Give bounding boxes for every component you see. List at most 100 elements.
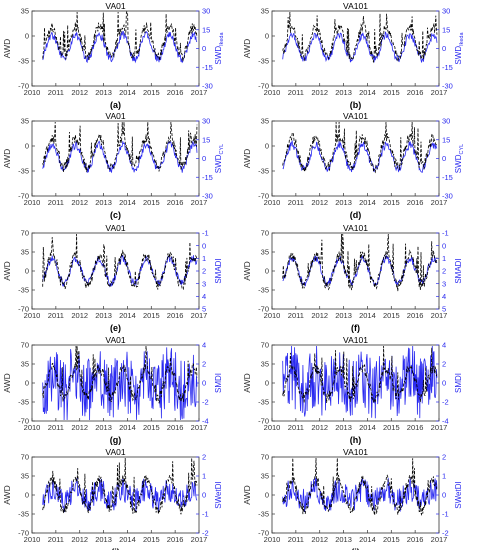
x-tick-label: 2017 [431, 423, 448, 432]
left-tick-label: 0 [265, 491, 269, 500]
index-series-line [282, 31, 438, 63]
panel-title: VA101 [343, 1, 368, 11]
x-tick-label: 2013 [95, 423, 112, 432]
x-tick-label: 2014 [119, 311, 136, 320]
x-tick-label: 2010 [264, 535, 281, 544]
x-tick-label: 2010 [24, 198, 41, 207]
left-tick-label: 35 [21, 248, 29, 257]
left-axis-label: AWD [242, 149, 252, 169]
x-tick-label: 2011 [288, 423, 304, 432]
left-tick-label: 0 [265, 32, 269, 41]
right-tick-label: -1 [202, 510, 209, 519]
x-tick-label: 2012 [71, 311, 88, 320]
right-axis-label: SWDIkeda [454, 32, 465, 65]
right-tick-label: 4 [202, 341, 206, 350]
x-tick-label: 2017 [431, 535, 448, 544]
left-tick-label: -70 [18, 305, 29, 314]
right-tick-label: 0 [442, 44, 446, 53]
index-series-line [42, 477, 198, 513]
x-tick-label: 2017 [191, 535, 208, 544]
x-tick-label: 2013 [335, 198, 352, 207]
left-tick-label: 35 [21, 360, 29, 369]
left-tick-label: 70 [261, 453, 269, 462]
left-tick-label: 0 [25, 267, 29, 276]
panel-e: 70 35 0 -35 -70 AWD -1 0 1 2 3 4 5 SMADI 2010 2011 2012 2… [2, 223, 223, 333]
right-tick-label: 0 [442, 491, 446, 500]
left-tick-label: -70 [18, 529, 29, 538]
right-tick-label: -2 [202, 398, 209, 407]
left-tick-label: -35 [258, 286, 269, 295]
right-tick-label: -1 [202, 229, 209, 238]
x-tick-label: 2015 [383, 198, 400, 207]
left-axis-label: AWD [2, 261, 12, 281]
x-tick-label: 2016 [407, 311, 424, 320]
awd-series-line [282, 121, 438, 174]
left-tick-label: -35 [258, 398, 269, 407]
x-tick-label: 2017 [191, 423, 208, 432]
x-tick-label: 2016 [407, 198, 424, 207]
right-tick-label: 4 [442, 341, 446, 350]
left-tick-label: -35 [18, 510, 29, 519]
left-tick-label: 70 [261, 229, 269, 238]
x-tick-label: 2010 [264, 311, 281, 320]
x-tick-label: 2014 [119, 535, 136, 544]
x-tick-label: 2015 [383, 88, 400, 97]
x-tick-label: 2012 [311, 88, 328, 97]
panel-title: VA01 [105, 223, 125, 233]
x-tick-label: 2013 [335, 88, 352, 97]
x-tick-label: 2016 [167, 88, 184, 97]
right-tick-label: -2 [442, 529, 449, 538]
left-tick-label: -35 [258, 167, 269, 176]
left-tick-label: 35 [261, 7, 269, 16]
left-axis-label: AWD [242, 39, 252, 59]
x-tick-label: 2014 [359, 311, 376, 320]
x-tick-label: 2016 [407, 535, 424, 544]
panel-label: (c) [110, 210, 121, 220]
left-tick-label: -35 [18, 167, 29, 176]
right-tick-label: 30 [442, 7, 450, 16]
panel-title: VA01 [105, 447, 125, 457]
panel-g: 70 35 0 -35 -70 AWD 4 2 0 -2 -4 SMDI 2010 2011 2012 201… [2, 335, 223, 445]
x-tick-label: 2013 [95, 198, 112, 207]
x-tick-label: 2013 [95, 88, 112, 97]
x-tick-label: 2015 [143, 535, 160, 544]
x-tick-label: 2017 [191, 198, 208, 207]
x-tick-label: 2010 [24, 535, 41, 544]
right-tick-label: 3 [202, 279, 206, 288]
left-tick-label: -35 [18, 57, 29, 66]
left-axis-label: AWD [242, 373, 252, 393]
x-tick-label: 2011 [288, 198, 304, 207]
left-tick-label: -70 [258, 417, 269, 426]
awd-series-line [282, 457, 438, 516]
panel-a: 35 0 -35 -70 AWD 30 15 0 -15 -30 SWDIkeda 2010 2011 2… [2, 1, 225, 110]
panel-c: 35 0 -35 -70 AWD 30 15 0 -15 -30 SWDCYL 2010 2011 201… [2, 111, 225, 220]
right-axis-label: SWDCYL [454, 144, 465, 173]
x-tick-label: 2016 [167, 198, 184, 207]
plot-frame [271, 120, 440, 197]
right-tick-label: 1 [202, 254, 206, 263]
x-tick-label: 2013 [335, 423, 352, 432]
awd-series-line [282, 11, 438, 64]
right-tick-label: 2 [202, 267, 206, 276]
x-tick-label: 2014 [119, 198, 136, 207]
right-tick-label: -15 [202, 63, 213, 72]
x-tick-label: 2012 [311, 423, 328, 432]
panel-label: (i) [111, 547, 120, 550]
right-axis-label: SMADI [454, 258, 463, 283]
x-tick-label: 2015 [383, 535, 400, 544]
left-tick-label: 0 [25, 32, 29, 41]
right-tick-label: 0 [202, 241, 206, 250]
x-tick-label: 2012 [311, 198, 328, 207]
panel-title: VA101 [343, 447, 368, 457]
x-tick-label: 2015 [143, 311, 160, 320]
panel-j: 70 35 0 -35 -70 AWD 2 1 0 -1 -2 SWetDI 2010 2011 2012 2… [242, 447, 463, 550]
x-tick-label: 2016 [167, 311, 184, 320]
right-tick-label: -4 [202, 417, 209, 426]
x-tick-label: 2016 [167, 535, 184, 544]
right-axis-label: SMDI [214, 373, 223, 393]
right-tick-label: -2 [202, 529, 209, 538]
x-tick-label: 2012 [71, 88, 88, 97]
panel-label: (d) [350, 210, 362, 220]
x-tick-label: 2010 [264, 423, 281, 432]
